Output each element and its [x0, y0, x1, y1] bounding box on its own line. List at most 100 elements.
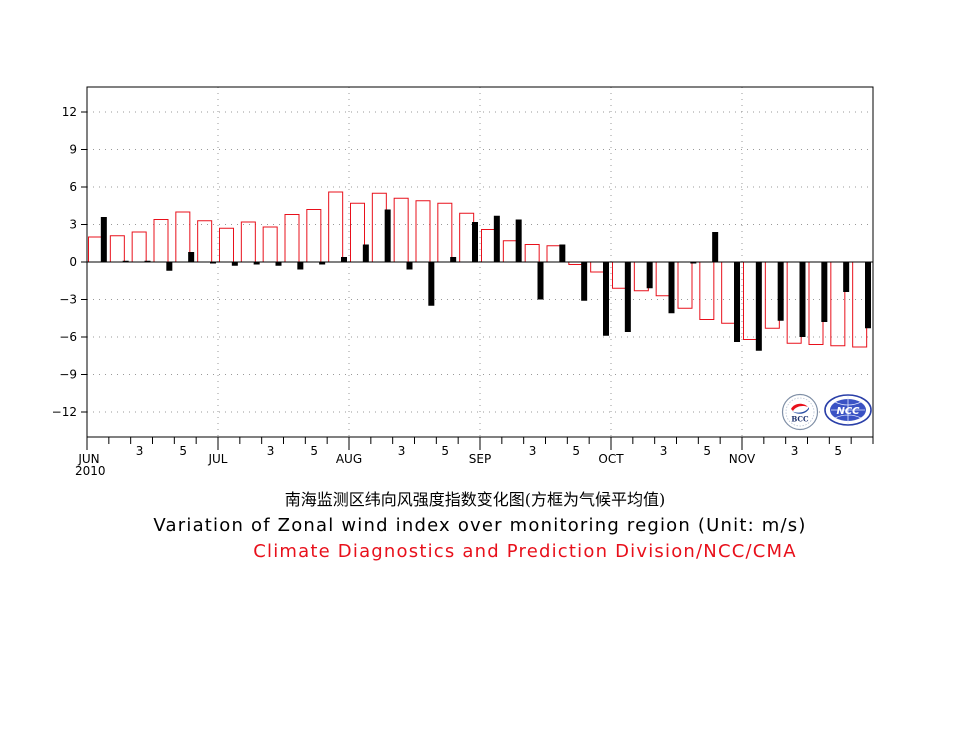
observed-bar — [406, 262, 413, 270]
climatology-bar — [502, 240, 518, 263]
observed-bar — [275, 262, 282, 266]
ncc-logo-icon: NCC — [824, 394, 872, 426]
observed-bar — [865, 262, 871, 329]
observed-bar — [210, 262, 216, 264]
observed-bar — [231, 262, 238, 266]
climatology-bar — [677, 261, 693, 309]
y-tick-label: 3 — [69, 218, 77, 232]
x-pentad-label: 3 — [660, 444, 668, 458]
x-pentad-label: 3 — [529, 444, 537, 458]
y-tick-label: −3 — [59, 293, 77, 307]
climatology-bar — [371, 192, 387, 263]
observed-bar — [253, 262, 260, 265]
bcc-logo: BCC — [781, 393, 819, 431]
climatology-bar — [699, 261, 715, 320]
climatology-bar — [524, 244, 540, 263]
observed-bar — [755, 262, 762, 351]
x-month-label: AUG — [336, 452, 362, 466]
observed-bar — [537, 262, 544, 300]
observed-bar — [319, 262, 326, 265]
observed-bar — [166, 262, 173, 271]
observed-bar — [668, 262, 675, 314]
observed-bar — [341, 257, 347, 262]
x-month-label: OCT — [598, 452, 624, 466]
climatology-bar — [546, 245, 562, 263]
climatology-bar — [852, 261, 868, 348]
svg-text:NCC: NCC — [836, 406, 860, 417]
ncc-logo: NCC — [823, 393, 873, 427]
climatology-bar — [306, 209, 322, 263]
observed-bar — [428, 262, 435, 306]
chart-title-chinese: 南海监测区纬向风强度指数变化图(方框为气候平均值) — [284, 490, 666, 509]
climatology-bar — [590, 261, 606, 273]
observed-bar — [734, 262, 740, 342]
climatology-bar — [808, 261, 824, 345]
climatology-bar — [109, 235, 125, 263]
observed-bar — [690, 262, 697, 264]
x-pentad-label: 3 — [267, 444, 275, 458]
climatology-bar — [459, 212, 475, 263]
climatology-bar — [764, 261, 780, 329]
y-tick-label: 0 — [69, 255, 77, 269]
climatology-bar — [481, 229, 496, 263]
climatology-bar — [633, 261, 649, 292]
climatology-bar — [437, 202, 453, 263]
climatology-bar — [197, 220, 213, 263]
svg-text:BCC: BCC — [791, 415, 809, 424]
x-pentad-label: 5 — [572, 444, 580, 458]
observed-bar — [821, 262, 828, 322]
climatology-bar — [219, 227, 234, 263]
climatology-bar — [350, 202, 365, 263]
climatology-bar — [743, 261, 758, 340]
climatology-bar — [612, 261, 627, 289]
chart-title-english: Variation of Zonal wind index over monit… — [153, 515, 807, 536]
x-month-label: JUL — [207, 452, 227, 466]
climatology-bar — [284, 214, 300, 263]
observed-bar — [362, 244, 369, 262]
y-tick-label: 6 — [69, 180, 77, 194]
climatology-bar — [415, 200, 431, 263]
observed-bar — [493, 215, 500, 262]
y-tick-label: −9 — [59, 368, 77, 382]
x-month-label: JUN — [77, 452, 99, 466]
x-pentad-label: 5 — [703, 444, 711, 458]
x-year-label: 2010 — [75, 464, 106, 478]
climatology-bar — [393, 197, 409, 263]
observed-bar — [581, 262, 588, 301]
chart-bars — [88, 191, 871, 351]
climatology-bar — [88, 236, 103, 263]
observed-bar — [843, 262, 850, 292]
climatology-bar — [786, 261, 802, 344]
x-pentad-label: 3 — [791, 444, 799, 458]
climatology-bar — [131, 231, 147, 263]
observed-bar — [515, 219, 522, 262]
x-pentad-label: 5 — [441, 444, 449, 458]
x-pentad-label: 3 — [398, 444, 406, 458]
observed-bar — [624, 262, 631, 332]
y-tick-label: −6 — [59, 330, 77, 344]
observed-bar — [799, 262, 806, 337]
x-pentad-label: 5 — [179, 444, 187, 458]
x-pentad-label: 5 — [834, 444, 842, 458]
y-axis: 12 9 6 3 0 −3 −6 −9 −12 — [52, 105, 87, 419]
x-pentad-label: 5 — [310, 444, 318, 458]
observed-bar — [472, 222, 478, 262]
observed-bar — [603, 262, 609, 336]
y-tick-label: 9 — [69, 143, 77, 157]
observed-bar — [384, 209, 391, 262]
observed-bar — [777, 262, 784, 321]
climatology-bar — [830, 261, 846, 347]
x-pentad-label: 3 — [136, 444, 144, 458]
climatology-bar — [262, 226, 278, 263]
observed-bar — [559, 244, 566, 262]
observed-bar — [297, 262, 304, 270]
climatology-bar — [328, 191, 344, 263]
bcc-logo-icon: BCC — [781, 393, 819, 431]
observed-bar — [712, 232, 719, 262]
climatology-bar — [655, 261, 671, 297]
climatology-bar — [721, 261, 737, 324]
observed-bar — [100, 217, 107, 262]
y-tick-label: 12 — [62, 105, 77, 119]
